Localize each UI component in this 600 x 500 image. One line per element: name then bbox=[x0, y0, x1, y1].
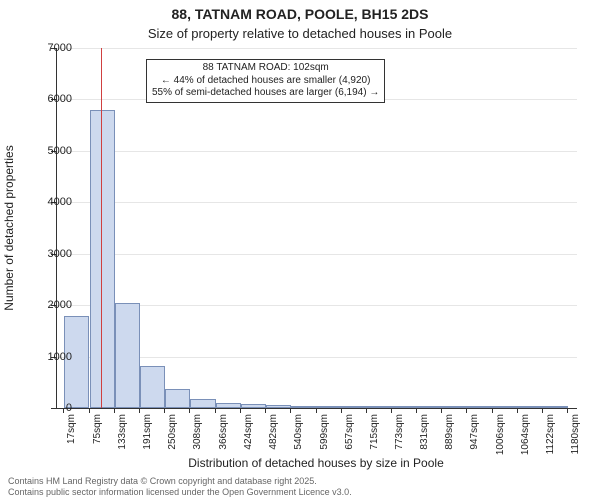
x-tick-label: 133sqm bbox=[117, 414, 128, 450]
footer-line-2: Contains public sector information licen… bbox=[8, 487, 352, 498]
chart-title-description: Size of property relative to detached ho… bbox=[0, 26, 600, 41]
histogram-bar bbox=[165, 389, 190, 408]
annotation-line-3: 55% of semi-detached houses are larger (… bbox=[152, 87, 379, 100]
x-tick-label: 715sqm bbox=[369, 414, 380, 450]
x-tick-label: 773sqm bbox=[394, 414, 405, 450]
y-tick-label: 0 bbox=[32, 402, 72, 414]
gridline bbox=[57, 202, 577, 203]
footer-line-1: Contains HM Land Registry data © Crown c… bbox=[8, 476, 352, 487]
property-marker-line bbox=[101, 48, 102, 408]
histogram-bar bbox=[140, 366, 166, 408]
x-tick-label: 1006sqm bbox=[495, 414, 506, 455]
x-tick-label: 250sqm bbox=[167, 414, 178, 450]
y-tick-label: 6000 bbox=[32, 93, 72, 105]
x-tick-label: 191sqm bbox=[142, 414, 153, 450]
annotation-line-2: ← 44% of detached houses are smaller (4,… bbox=[152, 75, 379, 88]
y-tick-label: 2000 bbox=[32, 299, 72, 311]
gridline bbox=[57, 151, 577, 152]
x-tick-label: 424sqm bbox=[243, 414, 254, 450]
x-axis-label: Distribution of detached houses by size … bbox=[56, 456, 576, 470]
x-tick-label: 1064sqm bbox=[520, 414, 531, 455]
y-axis-label: Number of detached properties bbox=[2, 145, 16, 310]
y-tick-label: 1000 bbox=[32, 351, 72, 363]
x-tick-label: 657sqm bbox=[344, 414, 355, 450]
y-tick-label: 5000 bbox=[32, 145, 72, 157]
y-tick-label: 4000 bbox=[32, 196, 72, 208]
gridline bbox=[57, 48, 577, 49]
y-tick-label: 7000 bbox=[32, 42, 72, 54]
histogram-bar bbox=[190, 399, 215, 408]
x-tick-label: 1122sqm bbox=[545, 414, 556, 454]
annotation-line-1: 88 TATNAM ROAD: 102sqm bbox=[152, 62, 379, 75]
histogram-plot-area: 88 TATNAM ROAD: 102sqm← 44% of detached … bbox=[56, 48, 577, 409]
chart-title-address: 88, TATNAM ROAD, POOLE, BH15 2DS bbox=[0, 6, 600, 22]
x-tick-label: 482sqm bbox=[268, 414, 279, 450]
attribution-footer: Contains HM Land Registry data © Crown c… bbox=[8, 476, 352, 498]
annotation-box: 88 TATNAM ROAD: 102sqm← 44% of detached … bbox=[146, 59, 385, 103]
x-tick-label: 366sqm bbox=[218, 414, 229, 450]
x-tick-labels: 17sqm 75sqm 133sqm 191sqm 250sqm 308sqm 366sqm… bbox=[56, 408, 576, 458]
x-tick-label: 831sqm bbox=[419, 414, 430, 450]
x-tick-label: 947sqm bbox=[469, 414, 480, 450]
y-tick-label: 3000 bbox=[32, 248, 72, 260]
x-tick-label: 308sqm bbox=[192, 414, 203, 450]
histogram-bar bbox=[115, 303, 140, 408]
x-tick-label: 889sqm bbox=[444, 414, 455, 450]
gridline bbox=[57, 254, 577, 255]
x-tick-label: 599sqm bbox=[319, 414, 330, 450]
x-tick-label: 75sqm bbox=[92, 414, 103, 444]
x-tick-label: 1180sqm bbox=[570, 414, 581, 454]
x-tick-label: 540sqm bbox=[293, 414, 304, 450]
x-tick-label: 17sqm bbox=[66, 414, 77, 444]
